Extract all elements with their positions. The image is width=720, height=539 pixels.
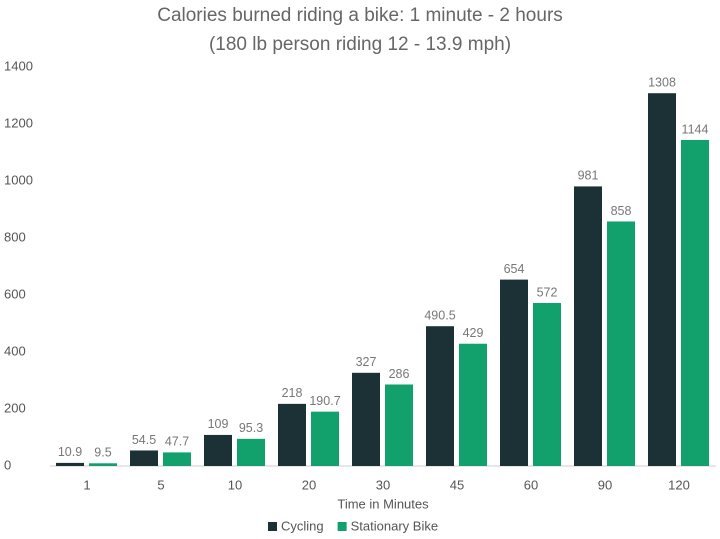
- x-tick-label: 20: [302, 477, 316, 492]
- y-tick-label: 1200: [4, 115, 33, 130]
- x-tick-label: 1: [83, 477, 90, 492]
- bar: [311, 411, 339, 466]
- value-label: 981: [578, 169, 599, 183]
- x-tick-label: 45: [450, 477, 464, 492]
- bar: [500, 279, 528, 466]
- y-tick-label: 600: [4, 286, 26, 301]
- bar: [459, 343, 487, 466]
- value-label: 858: [611, 204, 632, 218]
- value-label: 9.5: [94, 446, 111, 460]
- x-tick-label: 30: [376, 477, 390, 492]
- value-label: 47.7: [165, 435, 189, 449]
- value-label: 54.5: [132, 433, 156, 447]
- y-tick-label: 800: [4, 229, 26, 244]
- y-tick-label: 1400: [4, 58, 33, 73]
- value-label: 286: [389, 367, 410, 381]
- value-label: 10.9: [58, 445, 82, 459]
- bar: [278, 403, 306, 466]
- legend-label: Cycling: [281, 518, 324, 533]
- bar: [89, 463, 117, 466]
- bar: [237, 438, 265, 466]
- legend-label: Stationary Bike: [351, 518, 438, 533]
- bar: [130, 450, 158, 466]
- bar: [533, 302, 561, 466]
- bar: [681, 139, 709, 466]
- value-label: 190.7: [309, 394, 340, 408]
- legend-swatch: [337, 522, 347, 531]
- x-tick-label: 10: [228, 477, 242, 492]
- value-label: 95.3: [239, 421, 263, 435]
- x-tick-label: 90: [598, 477, 612, 492]
- bar: [56, 462, 84, 466]
- chart-subtitle: (180 lb person riding 12 - 13.9 mph): [209, 34, 511, 55]
- bar: [163, 452, 191, 466]
- y-tick-label: 1000: [4, 172, 33, 187]
- bar: [385, 384, 413, 466]
- x-axis-title: Time in Minutes: [337, 496, 429, 511]
- chart-title: Calories burned riding a bike: 1 minute …: [157, 5, 563, 26]
- value-label: 572: [537, 285, 558, 299]
- value-label: 109: [208, 417, 229, 431]
- bar: [426, 326, 454, 466]
- value-label: 429: [463, 326, 484, 340]
- legend-swatch: [268, 522, 277, 531]
- bar: [204, 434, 232, 466]
- value-label: 1308: [648, 76, 676, 90]
- value-label: 327: [356, 355, 377, 369]
- value-label: 1144: [682, 122, 709, 136]
- bar: [352, 372, 380, 466]
- x-tick-label: 120: [668, 477, 690, 492]
- value-label: 654: [504, 262, 525, 276]
- y-tick-label: 400: [4, 343, 26, 358]
- value-label: 490.5: [424, 309, 455, 323]
- value-label: 218: [282, 386, 303, 400]
- bar: [607, 221, 635, 466]
- x-tick-label: 5: [157, 477, 164, 492]
- bar: [574, 186, 602, 467]
- y-tick-label: 0: [4, 457, 11, 472]
- x-tick-label: 60: [524, 477, 538, 492]
- bar: [648, 93, 676, 466]
- y-tick-label: 200: [4, 400, 26, 415]
